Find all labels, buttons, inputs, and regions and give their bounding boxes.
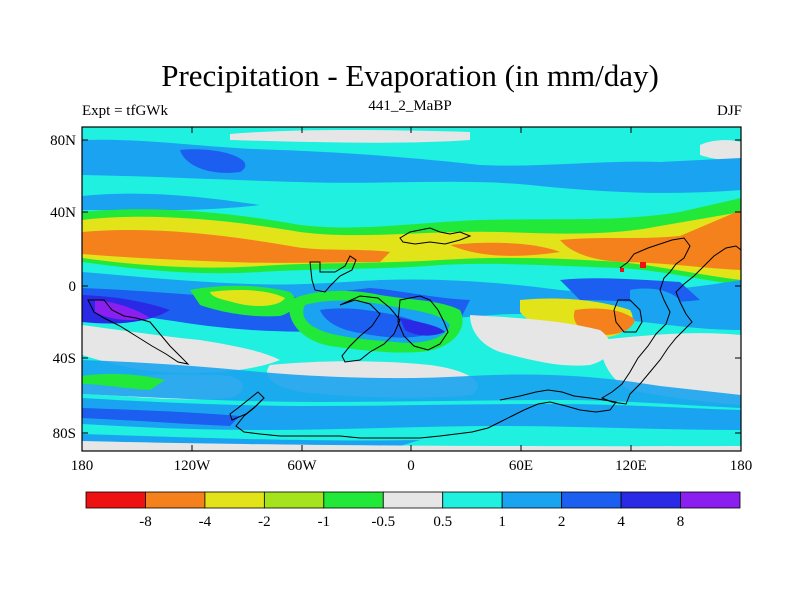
colorbar-swatch [561, 491, 622, 509]
colorbar-swatch [263, 491, 325, 509]
lat-label-40n: 40N [50, 205, 76, 221]
lat-label-40s: 40S [53, 351, 76, 367]
colorbar-swatch [680, 491, 741, 509]
colorbar-swatch [145, 491, 206, 509]
plot-title: Precipitation - Evaporation (in mm/day) [161, 58, 659, 93]
colorbar-label: 2 [558, 514, 566, 530]
colorbar-swatch [85, 491, 146, 509]
lon-label-120w: 120W [174, 458, 212, 474]
colorbar-label: -4 [199, 514, 212, 530]
colorbar-swatch [501, 491, 563, 509]
colorbar-swatch [204, 491, 265, 509]
lon-label-0: 0 [407, 458, 415, 474]
colorbar-swatch [382, 491, 444, 509]
colorbar-label: 1 [498, 514, 506, 530]
colorbar-label: -2 [258, 514, 271, 530]
colorbar-swatch [620, 491, 681, 509]
lat-label-80n: 80N [50, 133, 76, 149]
lon-label-60e: 60E [509, 458, 533, 474]
season-label: DJF [716, 103, 742, 119]
colorbar-label: 8 [677, 514, 685, 530]
map-tick-marks [82, 127, 741, 451]
precip-evap-field [82, 127, 741, 451]
colorbar: -8 -4 -2 -1 -0.5 0.5 1 2 4 8 [85, 491, 741, 530]
lon-label-180e: 180 [730, 458, 753, 474]
lat-label-80s: 80S [53, 426, 76, 442]
lat-label-0: 0 [69, 279, 77, 295]
lon-label-60w: 60W [287, 458, 317, 474]
colorbar-label: -8 [139, 514, 152, 530]
coastline-outlines [87, 227, 741, 439]
colorbar-label: -0.5 [371, 514, 395, 530]
colorbar-swatch [323, 491, 384, 509]
colorbar-label: -1 [318, 514, 331, 530]
colorbar-swatch [442, 491, 503, 509]
lon-label-180w: 180 [71, 458, 94, 474]
colorbar-label: 0.5 [433, 514, 452, 530]
colorbar-label: 4 [617, 514, 625, 530]
lon-label-120e: 120E [615, 458, 647, 474]
experiment-label: Expt = tfGWk [82, 103, 168, 119]
period-label: 441_2_MaBP [368, 98, 452, 114]
